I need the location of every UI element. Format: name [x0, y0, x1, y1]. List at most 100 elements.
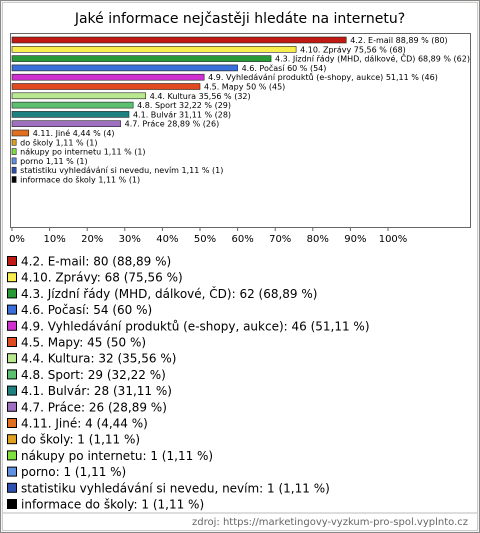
legend-label: 4.9. Vyhledávání produktů (e-shopy, aukc… — [21, 319, 370, 333]
bar-category: 4.9. Vyhledávání produktů (e-shopy, aukc… — [208, 72, 383, 82]
legend-swatch — [7, 385, 17, 396]
bar-category: informace do školy — [20, 174, 96, 184]
legend-swatch — [7, 288, 17, 299]
bar-category: 4.1. Bulvár — [133, 110, 177, 119]
bar-value-label: 1,11 % (1) — [56, 138, 98, 147]
bar-value-label: 1,11 % (1) — [182, 166, 224, 175]
legend-swatch — [7, 369, 17, 380]
legend-label: 4.7. Práce: 26 (28,89 %) — [21, 400, 167, 414]
bar — [11, 73, 205, 81]
bar-label: statistiku vyhledávání si nevedu, nevím … — [20, 166, 223, 175]
bar-value-label: 4,44 % (4) — [73, 129, 115, 138]
legend-label: 4.8. Sport: 29 (32,22 %) — [21, 368, 166, 382]
x-tick-label: 90% — [344, 234, 366, 245]
legend-label: 4.11. Jiné: 4 (4,44 %) — [21, 417, 148, 431]
legend-label: porno: 1 (1,11 %) — [21, 465, 126, 479]
bar-category: 4.5. Mapy — [204, 82, 244, 91]
bar-category: porno — [20, 156, 43, 165]
bar-category: 4.3. Jízdní řády (MHD, dálkové, ČD) — [275, 52, 415, 63]
legend-label: do školy: 1 (1,11 %) — [21, 433, 140, 447]
legend-label: 4.2. E-mail: 80 (88,89 %) — [21, 255, 171, 269]
x-tick-label: 0% — [9, 234, 25, 245]
bar-label: 4.11. Jiné 4,44 % (4) — [33, 128, 115, 138]
bar-category: 4.7. Práce — [125, 119, 165, 128]
legend-swatch — [7, 337, 17, 347]
legend-swatch — [7, 499, 17, 509]
bar-label: 4.8. Sport 32,22 % (29) — [137, 101, 231, 110]
bar — [11, 139, 17, 146]
bar-value-label: 1,11 % (1) — [104, 147, 146, 156]
bar — [11, 148, 17, 155]
bar-value-label: 88,89 % (80) — [396, 36, 448, 45]
legend-swatch — [7, 434, 17, 445]
legend-label: nákupy po internetu: 1 (1,11 %) — [21, 449, 213, 463]
bar — [11, 36, 347, 44]
legend-swatch — [7, 466, 17, 477]
legend-swatch — [7, 304, 17, 315]
x-tick-label: 20% — [81, 234, 103, 245]
bar-label: porno 1,11 % (1) — [20, 156, 87, 165]
bar — [11, 176, 17, 183]
legend-label: 4.5. Mapy: 45 (50 %) — [21, 336, 146, 350]
legend-label: 4.4. Kultura: 32 (35,56 %) — [21, 352, 176, 366]
source: zdroj: https://marketingovy-vyzkum-pro-s… — [192, 517, 468, 528]
bar — [11, 166, 17, 174]
bar-label: 4.9. Vyhledávání produktů (e-shopy, aukc… — [208, 72, 438, 82]
bar-category: 4.2. E-mail — [350, 36, 393, 45]
bar — [11, 83, 201, 90]
bar-label: 4.5. Mapy 50 % (45) — [204, 82, 285, 91]
legend-swatch — [7, 353, 17, 364]
bar-value-label: 28,89 % (26) — [167, 119, 219, 128]
legend-label: 4.1. Bulvár: 28 (31,11 %) — [21, 384, 172, 398]
bar-label: informace do školy 1,11 % (1) — [20, 174, 140, 184]
bar-category: nákupy po internetu — [20, 147, 101, 156]
legend-label: 4.10. Zprávy: 68 (75,56 %) — [21, 271, 183, 285]
chart-title: Jaké informace nejčastěji hledáte na int… — [74, 11, 405, 27]
bar-label: 4.7. Práce 28,89 % (26) — [125, 119, 220, 128]
bar-label: nákupy po internetu 1,11 % (1) — [20, 147, 145, 156]
x-tick-label: 30% — [119, 234, 141, 245]
bar-value-label: 75,56 % (68) — [354, 45, 406, 54]
legend-swatch — [7, 482, 17, 493]
bar — [11, 111, 130, 118]
bar-label: 4.10. Zprávy 75,56 % (68) — [300, 45, 406, 54]
legend-swatch — [7, 401, 17, 412]
bar — [11, 129, 29, 137]
bar-category: 4.4. Kultura — [150, 91, 196, 100]
legend-label: 4.3. Jízdní řády (MHD, dálkové, ČD): 62 … — [21, 286, 317, 301]
x-tick-label: 70% — [269, 234, 291, 245]
bar-category: statistiku vyhledávání si nevedu, nevím — [20, 166, 179, 175]
bar-label: 4.6. Počasí 60 % (54) — [242, 62, 327, 72]
bar-value-label: 35,56 % (32) — [199, 91, 251, 100]
bar-label: 4.1. Bulvár 31,11 % (28) — [133, 110, 231, 119]
legend-swatch — [7, 320, 17, 331]
bar-category: 4.10. Zprávy — [300, 45, 351, 54]
bar-category: do školy — [20, 137, 53, 147]
bar-value-label: 32,22 % (29) — [179, 101, 231, 110]
bar-value-label: 51,11 % (46) — [386, 73, 438, 82]
bar — [11, 64, 238, 72]
bar-value-label: 60 % (54) — [287, 63, 326, 72]
bar-value-label: 1,11 % (1) — [46, 156, 88, 165]
bar-value-label: 50 % (45) — [246, 82, 285, 91]
x-tick-label: 60% — [231, 234, 253, 245]
x-tick-label: 80% — [307, 234, 329, 245]
legend-label: statistiku vyhledávání si nevedu, nevím:… — [21, 481, 330, 495]
bar-label: 4.4. Kultura 35,56 % (32) — [150, 91, 251, 100]
x-tick-label: 40% — [156, 234, 178, 245]
bar-label: do školy 1,11 % (1) — [20, 137, 97, 147]
x-tick-label: 10% — [43, 234, 65, 245]
bar-category: 4.11. Jiné — [33, 128, 71, 138]
bar — [11, 92, 147, 100]
bar-value-label: 31,11 % (28) — [179, 110, 231, 119]
bar-value-label: 1,11 % (1) — [98, 175, 140, 184]
legend-swatch — [7, 272, 17, 283]
bar-category: 4.6. Počasí — [242, 62, 286, 72]
bar — [11, 157, 17, 165]
x-tick-label: 50% — [194, 234, 216, 245]
legend-label: informace do školy: 1 (1,11 %) — [21, 498, 204, 512]
bar — [11, 55, 272, 62]
x-tick-label: 100% — [379, 234, 408, 245]
bar-label: 4.3. Jízdní řády (MHD, dálkové, ČD) 68,8… — [275, 52, 470, 63]
